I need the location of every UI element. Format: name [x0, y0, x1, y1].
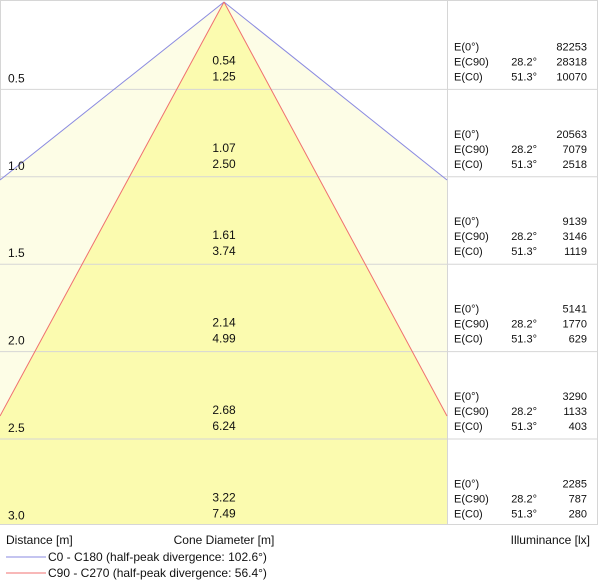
illuminance-label: E(0°): [454, 478, 479, 490]
illuminance-value: 5141: [563, 304, 587, 316]
cone-diameter-header: Cone Diameter [m]: [174, 533, 275, 547]
illuminance-label: E(C0): [454, 246, 483, 258]
illuminance-angle: 51.3°: [511, 334, 537, 346]
illuminance-label: E(C90): [454, 144, 489, 156]
illuminance-label: E(C90): [454, 231, 489, 243]
illuminance-angle: 28.2°: [511, 144, 537, 156]
illuminance-value: 82253: [556, 41, 587, 53]
illuminance-label: E(C90): [454, 493, 489, 505]
illuminance-angle: 28.2°: [511, 406, 537, 418]
distance-row: 1.0 1.07 2.50 E(0°) 20563 E(C90) 28.2° 7079 E(C0…: [8, 129, 587, 173]
illuminance-label: E(C0): [454, 334, 483, 346]
distance-rows: 0.5 0.54 1.25 E(0°) 82253 E(C90) 28.2° 28318 E(C…: [8, 41, 587, 522]
cone-diameter-c90-value: 7.49: [212, 506, 236, 520]
distance-row: 0.5 0.54 1.25 E(0°) 82253 E(C90) 28.2° 28318 E(C…: [8, 41, 587, 85]
illuminance-label: E(C0): [454, 71, 483, 83]
illuminance-label: E(C90): [454, 56, 489, 68]
distance-row: 1.5 1.61 3.74 E(0°) 9139 E(C90) 28.2° 3146 E(C0)…: [8, 216, 587, 260]
illuminance-value: 10070: [556, 71, 587, 83]
illuminance-value: 2518: [563, 159, 587, 171]
distance-header: Distance [m]: [6, 533, 73, 547]
cone-diameter-c90-value: 3.74: [212, 244, 236, 258]
cone-diameter-c0-value: 1.61: [212, 228, 236, 242]
c0-c180-left-edge: [0, 1, 225, 181]
illuminance-label: E(0°): [454, 304, 479, 316]
illuminance-angle: 28.2°: [511, 319, 537, 331]
illuminance-label: E(C0): [454, 421, 483, 433]
illuminance-angle: 51.3°: [511, 508, 537, 520]
cone-diameter-c0-value: 2.14: [212, 316, 236, 330]
cone-diameter-c90-value: 2.50: [212, 157, 236, 171]
illuminance-value: 1133: [563, 406, 587, 418]
distance-label: 1.0: [8, 159, 25, 173]
illuminance-label: E(0°): [454, 41, 479, 53]
distance-label: 1.5: [8, 246, 25, 260]
illuminance-label: E(C90): [454, 406, 489, 418]
c0-c180-right-edge: [223, 1, 448, 181]
c90-c270-cone-fill: [0, 2, 447, 524]
cone-diameter-c0-value: 3.22: [212, 490, 236, 504]
illuminance-value: 787: [569, 493, 587, 505]
illuminance-label: E(0°): [454, 129, 479, 141]
illuminance-value: 3146: [563, 231, 587, 243]
illuminance-angle: 51.3°: [511, 246, 537, 258]
c90-c270-left-edge: [0, 1, 225, 417]
illuminance-label: E(C90): [454, 319, 489, 331]
cone-diameter-c0-value: 1.07: [212, 141, 236, 155]
distance-row: 2.5 2.68 6.24 E(0°) 3290 E(C90) 28.2° 1133 E(C0)…: [8, 391, 587, 435]
illuminance-angle: 28.2°: [511, 493, 537, 505]
legend-c90-c270-label: C90 - C270 (half-peak divergence: 56.4°): [48, 566, 267, 580]
cone-diameter-c0-value: 2.68: [212, 403, 236, 417]
illuminance-label: E(0°): [454, 391, 479, 403]
illuminance-value: 403: [569, 421, 587, 433]
illuminance-value: 9139: [563, 216, 587, 228]
cone-diameter-c90-value: 6.24: [212, 419, 236, 433]
illuminance-value: 1119: [564, 246, 587, 258]
c90-c270-right-edge: [223, 1, 448, 417]
legend-c0-c180-label: C0 - C180 (half-peak divergence: 102.6°): [48, 550, 267, 564]
illuminance-value: 2285: [563, 478, 587, 490]
illuminance-value: 280: [569, 508, 587, 520]
distance-label: 2.5: [8, 421, 25, 435]
illuminance-angle: 51.3°: [511, 421, 537, 433]
illuminance-label: E(0°): [454, 216, 479, 228]
illuminance-angle: 51.3°: [511, 159, 537, 171]
grid-lines: [0, 88, 597, 440]
illuminance-label: E(C0): [454, 159, 483, 171]
illuminance-angle: 51.3°: [511, 71, 537, 83]
illuminance-value: 7079: [563, 144, 587, 156]
illuminance-value: 28318: [556, 56, 587, 68]
illuminance-value: 629: [569, 334, 587, 346]
illuminance-header: Illuminance [lx]: [511, 533, 590, 547]
illuminance-value: 20563: [556, 129, 587, 141]
distance-label: 2.0: [8, 334, 25, 348]
illuminance-label: E(C0): [454, 508, 483, 520]
illuminance-value: 1770: [563, 319, 587, 331]
distance-row: 2.0 2.14 4.99 E(0°) 5141 E(C90) 28.2° 1770 E(C0)…: [8, 304, 587, 348]
distance-label: 0.5: [8, 71, 25, 85]
distance-label: 3.0: [8, 508, 25, 522]
cone-diameter-c90-value: 4.99: [212, 332, 236, 346]
cone-diameter-c0-value: 0.54: [212, 53, 236, 67]
distance-row: 3.0 3.22 7.49 E(0°) 2285 E(C90) 28.2° 787 E(C0) 5…: [8, 478, 587, 522]
cone-diameter-c90-value: 1.25: [212, 69, 236, 83]
illuminance-angle: 28.2°: [511, 231, 537, 243]
illuminance-angle: 28.2°: [511, 56, 537, 68]
illuminance-value: 3290: [563, 391, 587, 403]
